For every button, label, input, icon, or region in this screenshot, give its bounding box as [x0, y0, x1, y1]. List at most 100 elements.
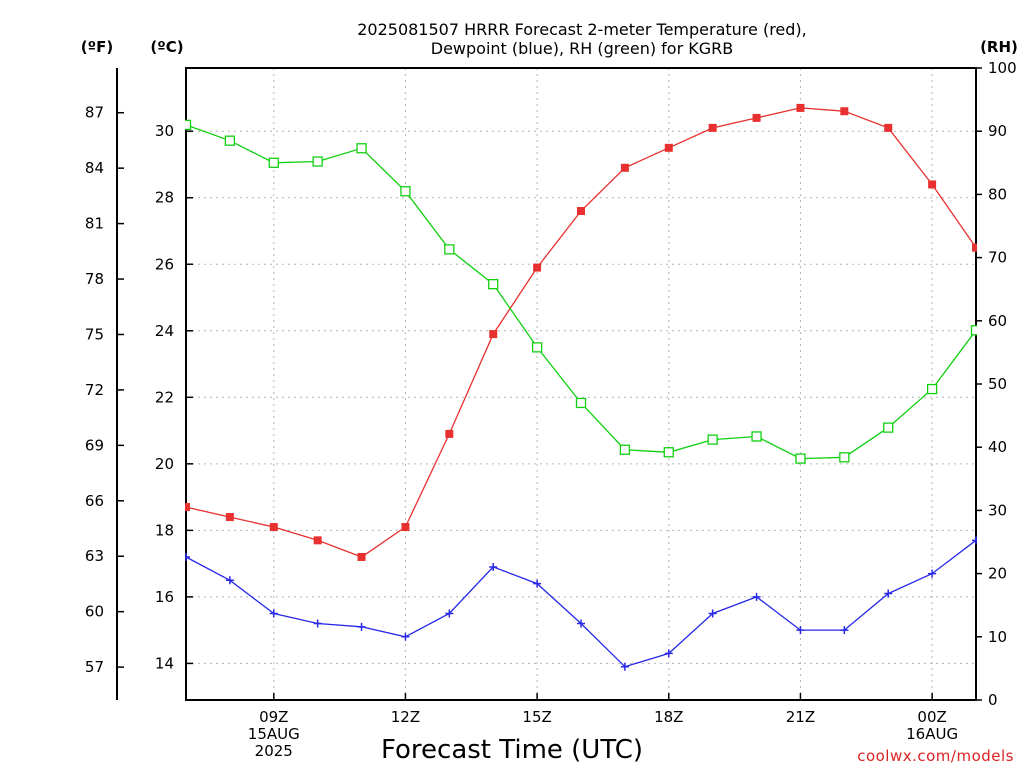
celsius-axis-label: (ºC) [150, 38, 183, 56]
temperature-point [972, 243, 977, 252]
dewpoint-point [708, 609, 717, 618]
dewpoint-point [313, 619, 322, 628]
celsius-tick-label: 20 [155, 455, 174, 473]
temperature-point [664, 143, 673, 152]
celsius-tick-label: 26 [155, 255, 174, 273]
x-axis-label: Forecast Time (UTC) [381, 735, 643, 765]
rh-tick-label: 10 [988, 628, 1007, 646]
x-tick-label: 2025 [255, 742, 293, 760]
x-tick-label: 12Z [391, 708, 420, 726]
x-tick-label: 15Z [522, 708, 551, 726]
rh-point [531, 342, 543, 353]
dewpoint-point [664, 649, 673, 658]
temperature-point [708, 123, 717, 132]
dewpoint-point [533, 579, 542, 588]
rh-tick-label: 80 [988, 185, 1007, 203]
rh-tick-label: 60 [988, 312, 1007, 330]
dewpoint-point [269, 609, 278, 618]
rh-tick-label: 90 [988, 122, 1007, 140]
fahrenheit-tick-label: 72 [85, 381, 104, 399]
rh-tick-label: 0 [988, 691, 998, 709]
rh-point [575, 397, 587, 409]
series-group [185, 103, 977, 671]
chart-subtitle: Dewpoint (blue), RH (green) for KGRB [431, 39, 733, 58]
dewpoint-point [185, 552, 190, 561]
rh-point [707, 434, 718, 445]
dewpoint-point [928, 569, 937, 578]
temperature-point [269, 523, 278, 532]
rh-point [185, 119, 192, 131]
temperature-point [489, 330, 498, 339]
temperature-point [928, 180, 937, 189]
dewpoint-point [620, 662, 629, 671]
celsius-tick-label: 18 [155, 521, 174, 539]
rh-line [185, 124, 977, 460]
gridlines [186, 68, 976, 700]
temperature-point [796, 103, 805, 112]
fahrenheit-tick-label: 75 [85, 325, 104, 343]
dewpoint-line [185, 539, 977, 668]
dewpoint-point [884, 589, 893, 598]
rh-point [751, 431, 762, 442]
rh-tick-label: 30 [988, 501, 1007, 519]
temperature-point [620, 163, 629, 172]
temperature-point [752, 113, 761, 122]
rh-point [883, 422, 894, 433]
rh-point [970, 325, 977, 336]
temperature-point [445, 429, 454, 438]
rh-point [312, 156, 323, 167]
dewpoint-point [225, 576, 234, 585]
rh-point [356, 143, 367, 154]
temperature-point [840, 107, 849, 116]
celsius-tick-label: 28 [155, 189, 174, 207]
fahrenheit-tick-label: 60 [85, 603, 104, 621]
fahrenheit-tick-label: 63 [85, 547, 104, 565]
temperature-point [401, 523, 410, 532]
rh-point [795, 453, 806, 464]
fahrenheit-tick-label: 84 [85, 159, 104, 177]
fahrenheit-axis-label: (ºF) [81, 38, 113, 56]
x-tick-label: 00Z [917, 708, 946, 726]
dewpoint-point [840, 626, 849, 635]
temperature-point [357, 552, 366, 561]
temperature-point [533, 263, 542, 272]
chart-title: 2025081507 HRRR Forecast 2-meter Tempera… [357, 20, 807, 39]
dewpoint-point [752, 592, 761, 601]
celsius-tick-label: 14 [155, 654, 174, 672]
celsius-tick-label: 22 [155, 388, 174, 406]
x-tick-label: 16AUG [906, 725, 958, 743]
rh-axis-label: (RH) [980, 38, 1018, 56]
rh-point [224, 135, 236, 146]
x-tick-label: 18Z [654, 708, 683, 726]
dewpoint-point [445, 609, 454, 618]
rh-point [663, 447, 674, 458]
dewpoint-point [577, 619, 585, 628]
celsius-tick-label: 16 [155, 588, 174, 606]
rh-point [619, 444, 631, 455]
rh-tick-label: 100 [988, 59, 1017, 77]
rh-point [444, 244, 455, 255]
dewpoint-point [489, 562, 498, 571]
rh-tick-label: 20 [988, 565, 1007, 583]
rh-tick-label: 50 [988, 375, 1007, 393]
fahrenheit-tick-label: 66 [85, 492, 104, 510]
dewpoint-point [796, 626, 805, 635]
rh-point [926, 383, 938, 395]
celsius-tick-label: 30 [155, 122, 174, 140]
rh-point [488, 278, 499, 290]
fahrenheit-tick-label: 57 [85, 658, 104, 676]
fahrenheit-tick-label: 87 [85, 104, 104, 122]
axes: 57 60 63 66 69 72 75 78 81 84 87 14 16 18 20 22 24 26 28 30… [85, 59, 1017, 760]
temperature-point [225, 513, 234, 522]
plot-frame [185, 67, 977, 701]
celsius-tick-label: 24 [155, 322, 174, 340]
temperature-point [185, 503, 190, 512]
rh-tick-label: 70 [988, 249, 1007, 267]
temperature-point [577, 207, 585, 216]
credit-text: coolwx.com/models [857, 747, 1014, 765]
fahrenheit-tick-label: 78 [85, 270, 104, 288]
rh-point [400, 186, 411, 197]
x-tick-label: 21Z [786, 708, 815, 726]
x-tick-label: 09Z [259, 708, 288, 726]
